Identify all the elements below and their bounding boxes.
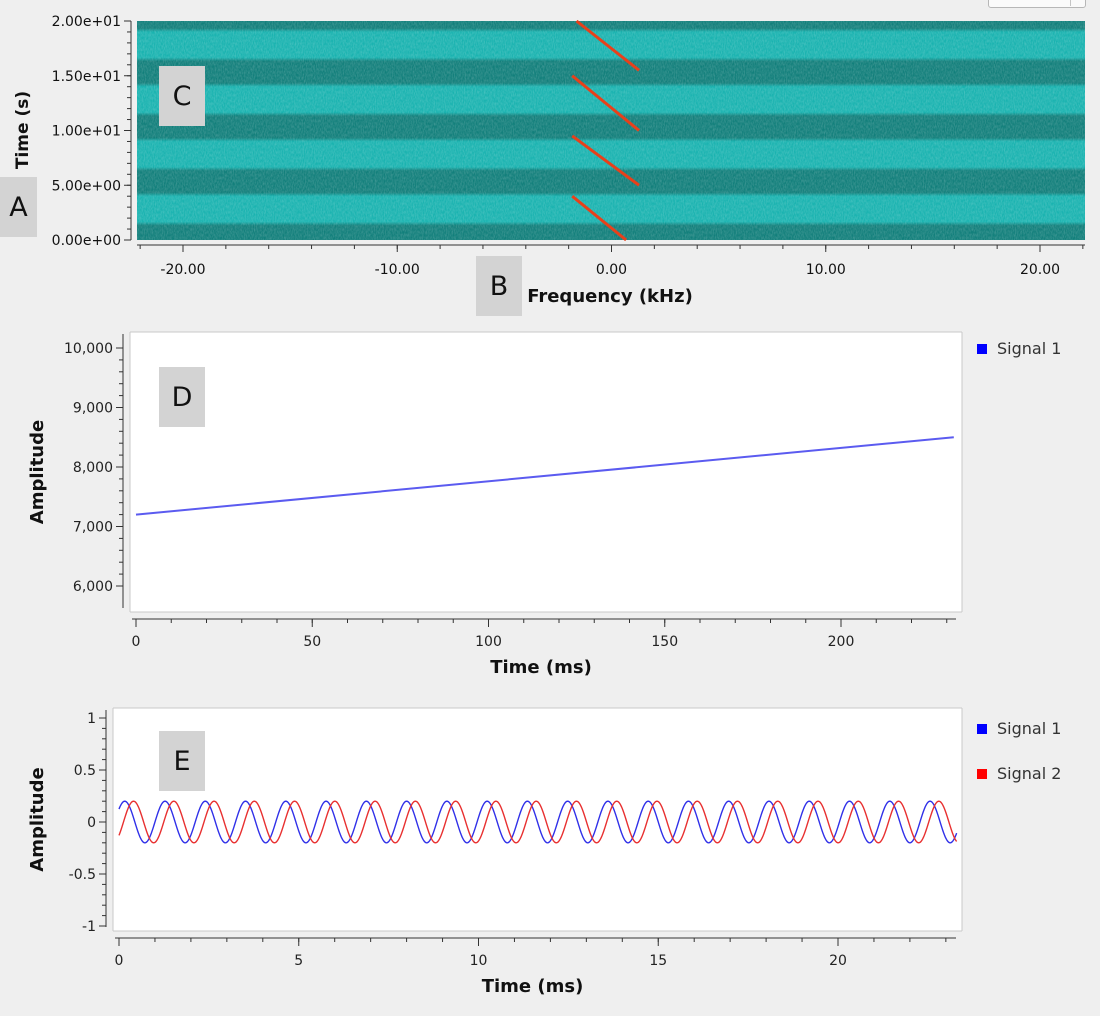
- x-tick-label: 0.00: [596, 262, 627, 278]
- y-tick-label: 6,000: [73, 579, 113, 595]
- marker-e: E: [159, 731, 205, 791]
- amplitude-chart-d: 6,000 7,000 8,000 9,000 10,000 0 50 100 150 200 Ti…: [27, 331, 963, 678]
- x-tick-label: 10: [470, 953, 488, 969]
- marker-d: D: [159, 367, 205, 427]
- y-axis-label: Amplitude: [27, 767, 48, 871]
- y-tick-label: 5.00e+00: [52, 178, 121, 194]
- plot-area: [113, 708, 962, 931]
- x-tick-label: -10.00: [375, 262, 420, 278]
- chirp-line: [575, 19, 640, 72]
- x-tick-label: 200: [828, 634, 855, 650]
- legend-label: Signal 2: [997, 764, 1062, 783]
- series-line-signal-1: [118, 800, 958, 844]
- chirp-line: [571, 74, 640, 132]
- y-tick-label: 1: [87, 711, 96, 727]
- y-tick-label: 8,000: [73, 460, 113, 476]
- x-tick-label: 20.00: [1020, 262, 1060, 278]
- y-tick-label: 0.00e+00: [52, 233, 121, 249]
- legend-e-signal-1[interactable]: Signal 1: [977, 719, 1061, 738]
- x-tick-label: 5: [294, 953, 303, 969]
- y-tick-label: -1: [82, 919, 96, 935]
- marker-c: C: [159, 66, 205, 126]
- x-tick-label: 10.00: [806, 262, 846, 278]
- marker-b: B: [476, 256, 522, 316]
- x-axis-label: Time (ms): [482, 976, 584, 997]
- amplitude-chart-e: 1 0.5 0 -0.5 -1 0 5 10 15 20 Time (ms) Amplitude: [27, 707, 963, 997]
- x-tick-label: 15: [649, 953, 667, 969]
- x-tick-label: 20: [829, 953, 847, 969]
- y-axis-label: Amplitude: [27, 420, 48, 524]
- swatch-icon: [977, 343, 987, 354]
- x-tick-label: 0: [132, 634, 141, 650]
- legend-e-signal-2[interactable]: Signal 2: [977, 764, 1061, 783]
- chirp-line: [571, 134, 640, 187]
- x-axis-label: Time (ms): [490, 657, 592, 678]
- top-dropdown[interactable]: [988, 0, 1086, 8]
- y-tick-label: 1.50e+01: [52, 69, 121, 85]
- y-tick-label: 1.00e+01: [52, 124, 121, 140]
- x-axis-label: Frequency (kHz): [527, 286, 693, 307]
- x-tick-label: 0: [115, 953, 124, 969]
- legend-label: Signal 1: [997, 339, 1062, 358]
- x-tick-label: -20.00: [160, 262, 205, 278]
- legend-d-signal-1[interactable]: Signal 1: [977, 339, 1061, 358]
- y-axis-label: Time (s): [13, 91, 33, 169]
- plot-area: [130, 332, 962, 612]
- x-tick-label: 100: [475, 634, 502, 650]
- spectrogram-noise: [137, 21, 1085, 240]
- y-tick-label: 7,000: [73, 520, 113, 536]
- legend-label: Signal 1: [997, 719, 1062, 738]
- y-tick-label: 2.00e+01: [52, 14, 121, 30]
- y-tick-label: 9,000: [73, 401, 113, 417]
- chevron-down-icon[interactable]: [1070, 0, 1085, 6]
- marker-a: A: [0, 177, 37, 237]
- chirp-line: [571, 195, 628, 242]
- y-tick-label: 0.5: [74, 763, 96, 779]
- y-tick-label: -0.5: [69, 867, 96, 883]
- x-tick-label: 50: [303, 634, 321, 650]
- series-line-signal-1: [135, 436, 954, 516]
- y-tick-label: 0: [87, 815, 96, 831]
- x-tick-label: 150: [651, 634, 678, 650]
- swatch-icon: [977, 768, 987, 779]
- y-tick-label: 10,000: [64, 341, 113, 357]
- series-line-signal-2: [118, 800, 958, 844]
- spectrogram-chart: 2.00e+01 1.50e+01 1.00e+01 5.00e+00 0.00e+00…: [13, 14, 1085, 307]
- swatch-icon: [977, 723, 987, 734]
